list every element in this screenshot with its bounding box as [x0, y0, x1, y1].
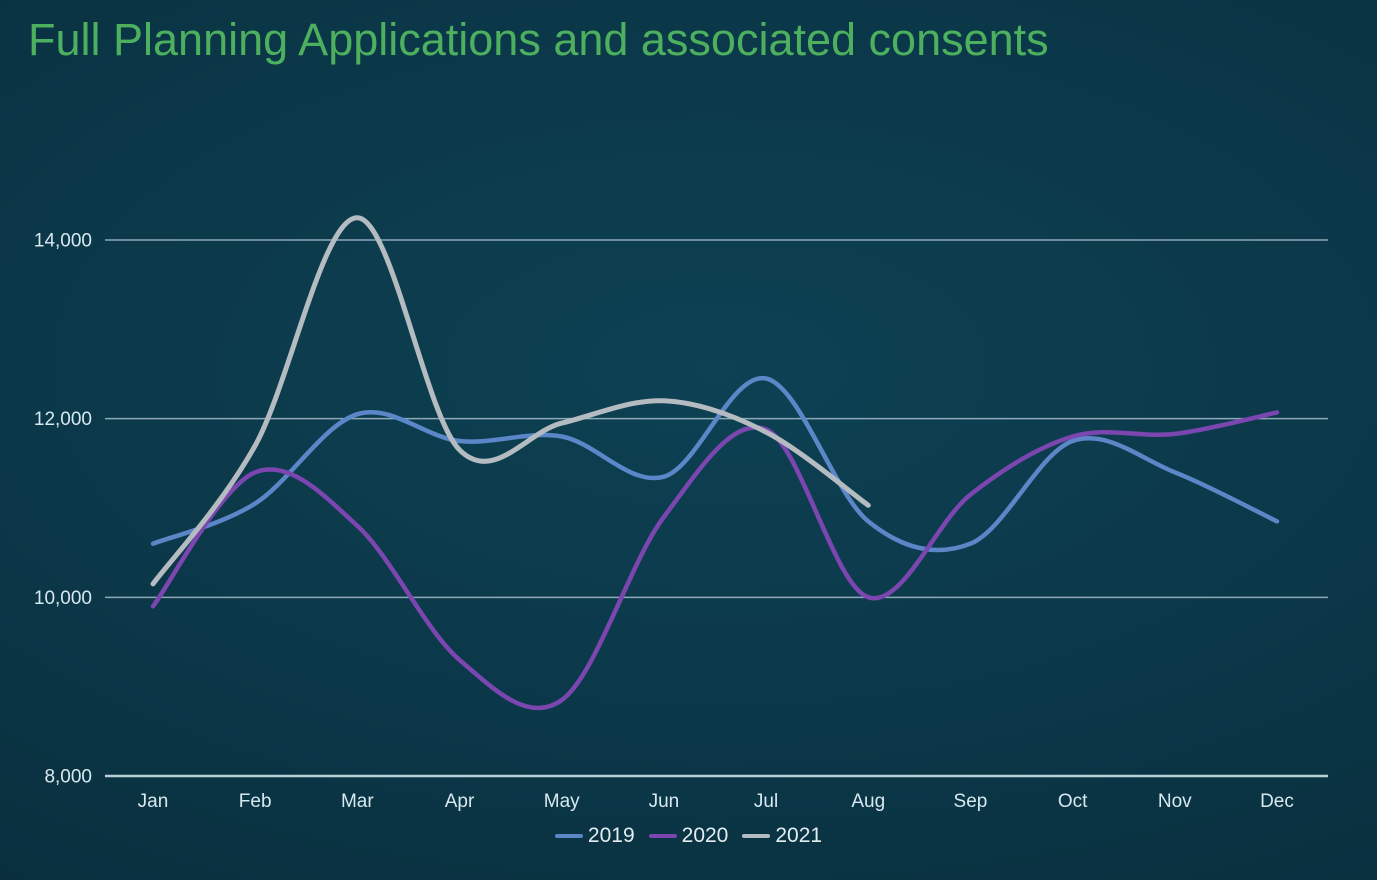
x-tick-label-aug: Aug: [851, 791, 885, 812]
x-tick-label-dec: Dec: [1260, 791, 1294, 812]
series-line-2021: [150, 215, 871, 587]
y-tick-label: 12,000: [34, 409, 92, 430]
y-tick-label: 10,000: [34, 588, 92, 609]
legend-item-2019: 2019: [554, 824, 635, 848]
x-tick-label-oct: Oct: [1058, 791, 1088, 812]
x-tick-label-feb: Feb: [239, 791, 272, 812]
y-tick-label: 14,000: [34, 231, 92, 252]
x-tick-label-jun: Jun: [649, 791, 680, 812]
x-tick-label-apr: Apr: [445, 791, 475, 812]
legend-label-2020: 2020: [681, 824, 729, 847]
x-tick-label-nov: Nov: [1158, 791, 1192, 812]
series-line-2020: [150, 410, 1280, 711]
x-tick-label-jul: Jul: [754, 791, 778, 812]
gridlines: [105, 239, 1328, 778]
x-tick-label-may: May: [544, 791, 580, 812]
y-axis-labels: 8,000 10,000 12,000 14,000: [34, 231, 92, 788]
chart-title: Full Planning Applications and associate…: [28, 14, 1049, 65]
legend-swatch-2020: [648, 834, 677, 838]
x-axis-labels: Jan Feb Mar Apr May Jun Jul Aug Sep Oct Nov Dec: [138, 791, 1294, 812]
x-tick-label-sep: Sep: [954, 791, 988, 812]
legend-label-2019: 2019: [587, 824, 635, 847]
x-tick-label-jan: Jan: [138, 791, 169, 812]
legend-item-2021: 2021: [742, 824, 822, 848]
legend-swatch-2019: [554, 834, 583, 838]
x-tick-label-mar: Mar: [341, 791, 374, 812]
y-tick-label: 8,000: [44, 767, 92, 788]
series-line-2019: [150, 376, 1280, 553]
legend-item-2020: 2020: [648, 824, 729, 848]
series-lines: [150, 215, 1280, 711]
chart-legend: 2019 2020 2021: [0, 824, 1377, 848]
legend-swatch-2021: [742, 834, 771, 838]
legend-label-2021: 2021: [775, 824, 823, 847]
